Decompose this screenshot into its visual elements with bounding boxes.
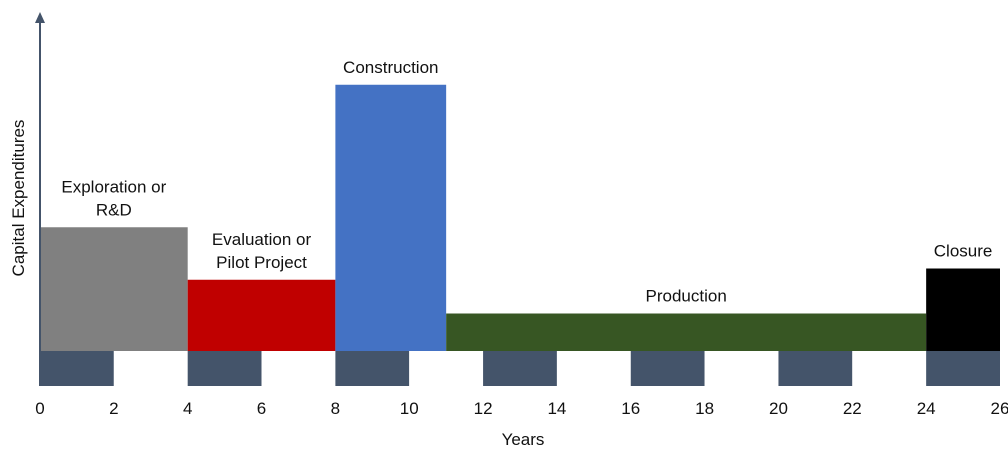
year-band-segment <box>187 351 262 386</box>
bar-label: Closure <box>934 242 993 261</box>
x-tick-label: 14 <box>547 399 566 418</box>
x-tick-label: 18 <box>695 399 714 418</box>
year-band-segment <box>335 351 410 386</box>
year-band-segment <box>926 351 1000 386</box>
year-band-segment <box>40 351 114 386</box>
x-tick-label: 6 <box>257 399 266 418</box>
year-band-segment <box>704 351 779 386</box>
x-tick-label: 22 <box>843 399 862 418</box>
x-tick-label: 8 <box>331 399 340 418</box>
x-tick-label: 24 <box>917 399 936 418</box>
y-axis-label: Capital Expenditures <box>9 120 28 277</box>
bar <box>335 84 447 351</box>
x-tick-labels: 0 2 4 6 8 10 12 14 16 18 20 22 24 26 <box>35 399 1008 418</box>
bar <box>40 227 188 351</box>
bar <box>926 268 1000 351</box>
year-band-segment <box>483 351 557 386</box>
year-band-segment <box>852 351 927 386</box>
year-band <box>40 351 1000 386</box>
x-tick-label: 0 <box>35 399 44 418</box>
x-tick-label: 2 <box>109 399 118 418</box>
bar <box>446 313 927 351</box>
x-tick-label: 16 <box>621 399 640 418</box>
x-tick-label: 20 <box>769 399 788 418</box>
x-axis-label: Years <box>502 430 545 449</box>
year-band-segment <box>261 351 336 386</box>
year-band-segment <box>778 351 853 386</box>
y-axis-arrow-icon <box>35 12 45 23</box>
x-tick-label: 26 <box>991 399 1008 418</box>
bar <box>187 279 336 351</box>
year-band-segment <box>556 351 631 386</box>
bar-label: Production <box>646 287 727 306</box>
bar-label: Construction <box>343 58 438 77</box>
x-tick-label: 4 <box>183 399 192 418</box>
x-tick-label: 10 <box>400 399 419 418</box>
bar-labels: Exploration or R&D Evaluation or Pilot Proj… <box>61 58 992 306</box>
x-tick-label: 12 <box>474 399 493 418</box>
bar-label: Exploration or R&D <box>61 177 166 219</box>
year-band-segment <box>409 351 484 386</box>
bar-label: Evaluation or Pilot Project <box>212 230 312 272</box>
bar-group <box>40 84 1000 351</box>
year-band-segment <box>113 351 188 386</box>
year-band-segment <box>630 351 705 386</box>
axes <box>35 12 45 386</box>
